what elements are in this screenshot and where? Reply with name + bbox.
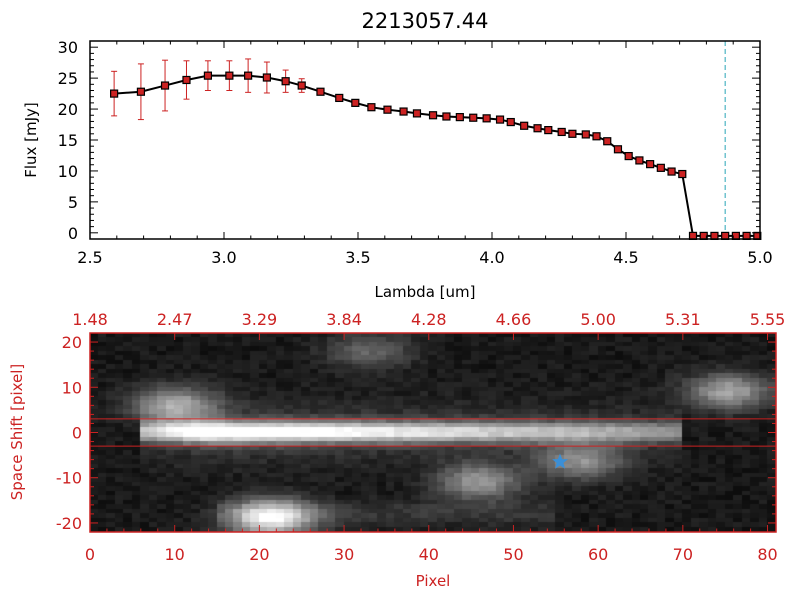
top-y-tick-label: 15 <box>58 131 78 150</box>
spectral-image: 0 10 20 30 40 50 60 70 80 1.48 2.47 3.29 3.84 4.28 4.… <box>8 310 785 590</box>
flux-point <box>568 129 577 138</box>
flux-point <box>613 145 623 154</box>
top-x-tick-label: 5.0 <box>747 248 772 267</box>
top-axis-tick-label: 4.28 <box>411 310 447 329</box>
top-y-tick-label: 10 <box>58 162 78 181</box>
flux-line-group <box>114 74 758 237</box>
flux-point <box>581 130 590 139</box>
bottom-y-ticks: -20 -10 0 10 20 <box>56 333 776 533</box>
flux-point <box>646 160 655 169</box>
bottom-x-axis-label: Pixel <box>416 572 451 590</box>
top-axis-tick-label: 2.47 <box>157 310 193 329</box>
flux-point <box>182 75 191 85</box>
flux-point <box>203 71 213 80</box>
flux-point <box>533 124 542 133</box>
flux-point <box>544 125 553 135</box>
flux-point <box>225 71 234 80</box>
extraction-lines <box>90 418 776 447</box>
top-x-tick-label: 4.5 <box>613 248 638 267</box>
top-axis-tick-label: 1.48 <box>72 310 108 329</box>
flux-point <box>495 115 505 124</box>
source-marker-group <box>552 453 569 469</box>
flux-point <box>262 73 271 82</box>
flux-point <box>110 89 119 98</box>
flux-point <box>455 113 464 122</box>
bottom-x-ticks: 0 10 20 30 40 50 60 70 80 <box>85 525 778 564</box>
flux-point <box>316 87 325 96</box>
bottom-x-tick-label: 80 <box>757 545 777 564</box>
top-x-tick-label: 4.0 <box>479 248 504 267</box>
top-axis-tick-label: 5.00 <box>580 310 616 329</box>
flux-point <box>136 87 146 96</box>
flux-point <box>399 107 408 116</box>
star-marker <box>552 453 569 469</box>
bottom-x-tick-label: 20 <box>249 545 269 564</box>
top-axis-tick-label: 4.66 <box>496 310 532 329</box>
flux-point <box>442 112 451 121</box>
flux-point <box>506 117 515 127</box>
flux-point <box>469 113 478 122</box>
bottom-x-tick-label: 60 <box>588 545 608 564</box>
flux-point <box>667 167 676 176</box>
top-x-tick-label: 3.5 <box>345 248 370 267</box>
flux-point <box>678 169 687 179</box>
bottom-top-axis-ticks: 1.48 2.47 3.29 3.84 4.28 4.66 5.00 5.31 5.55 <box>72 310 785 340</box>
flux-point <box>428 111 438 120</box>
chart-title: 2213057.44 <box>362 9 489 33</box>
flux-point <box>244 71 253 80</box>
image-container <box>90 333 776 532</box>
bottom-y-tick-label: -20 <box>56 514 82 533</box>
flux-point <box>635 156 644 165</box>
flux-point <box>624 151 633 161</box>
top-axis-tick-label: 3.29 <box>242 310 278 329</box>
top-y-tick-label: 0 <box>68 224 78 243</box>
top-y-tick-label: 25 <box>58 69 78 88</box>
bottom-y-tick-label: 20 <box>62 333 82 352</box>
top-plot-frame <box>89 40 761 240</box>
bottom-x-tick-label: 30 <box>334 545 354 564</box>
flux-point <box>592 132 601 141</box>
top-y-ticks: 0 5 10 15 20 25 30 <box>58 38 760 243</box>
flux-point <box>482 114 491 123</box>
flux-points <box>110 71 762 241</box>
flux-point <box>603 137 612 146</box>
flux-point <box>383 105 392 114</box>
top-y-tick-label: 5 <box>68 193 78 212</box>
top-y-tick-label: 20 <box>58 100 78 119</box>
bottom-x-tick-label: 10 <box>165 545 185 564</box>
bottom-y-tick-label: 0 <box>72 424 82 443</box>
flux-point <box>412 109 422 118</box>
flux-point <box>557 127 566 137</box>
top-x-ticks: 2.5 3.0 3.5 4.0 4.5 5.0 <box>77 41 773 267</box>
flux-point <box>351 98 360 107</box>
flux-point <box>656 163 665 172</box>
spectrum-chart: 2213057.44 2.5 3.0 3.5 4.0 4.5 5.0 0 5 10 15 20 25… <box>22 9 773 301</box>
top-axis-tick-label: 3.84 <box>326 310 362 329</box>
flux-point <box>367 103 376 112</box>
flux-point <box>281 77 290 86</box>
top-x-tick-label: 2.5 <box>77 248 102 267</box>
bottom-y-tick-label: -10 <box>56 469 82 488</box>
top-x-tick-label: 3.0 <box>211 248 236 267</box>
top-y-axis-label: Flux [mJy] <box>22 102 40 178</box>
bottom-x-tick-label: 70 <box>673 545 693 564</box>
top-y-tick-label: 30 <box>58 38 78 57</box>
flux-point <box>160 81 170 90</box>
bottom-x-tick-label: 50 <box>503 545 523 564</box>
bottom-x-tick-label: 40 <box>419 545 439 564</box>
bottom-y-axis-label: Space Shift [pixel] <box>8 364 26 501</box>
top-axis-tick-label: 5.55 <box>750 310 786 329</box>
flux-line <box>114 74 758 237</box>
bottom-x-tick-label: 0 <box>85 545 95 564</box>
flux-point <box>520 121 529 130</box>
flux-point <box>335 93 344 103</box>
bottom-y-tick-label: 10 <box>62 378 82 397</box>
top-x-axis-label: Lambda [um] <box>375 283 476 301</box>
top-axis-tick-label: 5.31 <box>665 310 701 329</box>
flux-point <box>297 81 306 90</box>
